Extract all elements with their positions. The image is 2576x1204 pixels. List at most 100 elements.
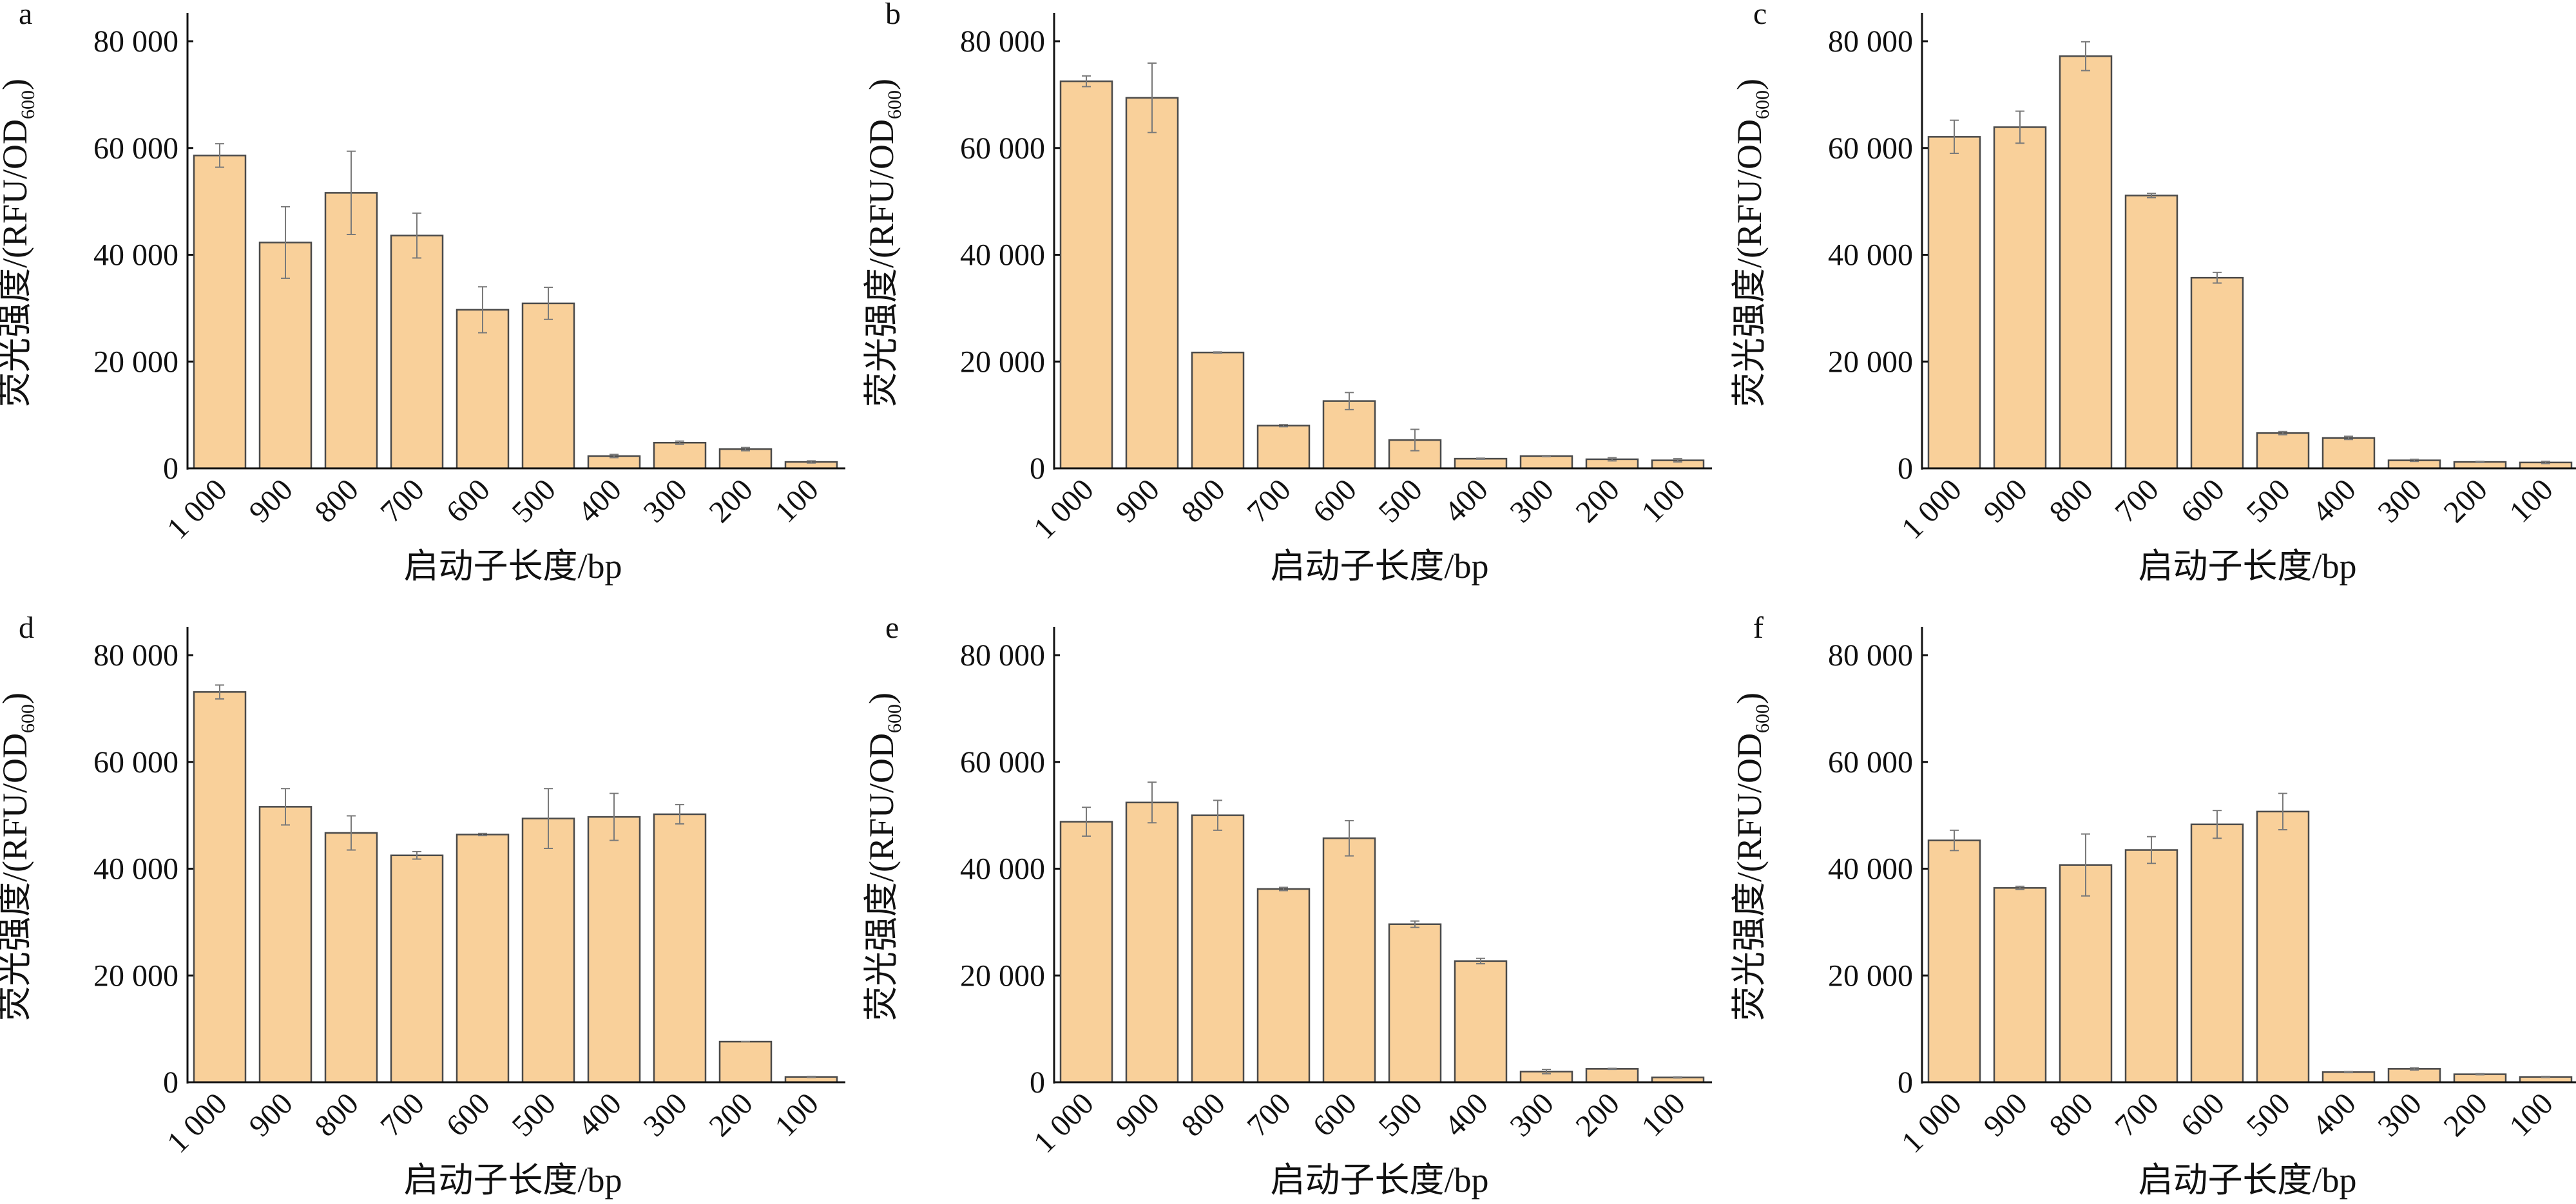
y-tick-label: 60 000	[960, 745, 1045, 779]
bar-900	[1993, 887, 2047, 1084]
y-tick-label: 40 000	[93, 238, 178, 272]
error-bar	[1148, 62, 1157, 133]
x-tick-label: 600	[439, 1086, 496, 1143]
x-tick-label: 900	[1109, 472, 1166, 529]
bar-1000	[193, 691, 247, 1084]
y-axis-label-end: )	[862, 693, 901, 704]
bar-400	[2321, 437, 2376, 470]
bar-500	[1388, 923, 1442, 1084]
x-tick-label: 600	[2174, 1086, 2231, 1143]
x-tick-label: 200	[1569, 472, 1626, 529]
bar-600	[2190, 276, 2244, 470]
y-axis-label-subscript: 600	[1752, 704, 1773, 733]
x-tick-label: 800	[308, 472, 365, 529]
x-tick-label: 700	[1240, 1086, 1297, 1143]
bar-500	[2256, 810, 2310, 1084]
y-axis-label: 荧光强度/(RFU/OD600)	[0, 693, 39, 1021]
error-bar	[412, 212, 421, 259]
y-tick-label: 60 000	[93, 745, 178, 779]
error-bar	[1345, 819, 1354, 857]
error-bar	[675, 804, 684, 825]
error-bar	[2541, 1075, 2550, 1078]
bar-1000	[1059, 821, 1113, 1084]
error-bar	[2475, 1073, 2485, 1076]
panel-label: a	[19, 0, 32, 31]
error-bar	[2344, 435, 2353, 441]
y-tick-label: 0	[1030, 1065, 1045, 1100]
error-bar	[2475, 461, 2485, 463]
panel-label: d	[19, 611, 34, 645]
bar-600	[456, 834, 510, 1084]
bar-900	[1125, 801, 1179, 1084]
error-bar	[610, 454, 619, 459]
y-axis-label: 荧光强度/(RFU/OD600)	[0, 79, 39, 407]
x-tick-label: 700	[1240, 472, 1297, 529]
error-bar	[741, 446, 750, 452]
x-axis-label: 启动子长度/bp	[2138, 1161, 2356, 1199]
y-tick-label: 20 000	[93, 345, 178, 379]
error-bar	[2081, 41, 2090, 72]
error-bar	[2015, 110, 2024, 144]
y-axis-label-subscript: 600	[884, 90, 905, 119]
x-axis-label: 启动子长度/bp	[1270, 1161, 1488, 1199]
bar-800	[1191, 814, 1245, 1084]
error-bar	[807, 1075, 816, 1078]
y-axis-label-main: 荧光强度/(RFU/OD	[0, 119, 34, 407]
x-tick-label: 100	[1635, 1086, 1691, 1143]
x-axis-label: 启动子长度/bp	[403, 547, 622, 586]
y-tick-label: 80 000	[1828, 638, 1913, 673]
panel-label: b	[885, 0, 901, 31]
bar-900	[1993, 126, 2047, 470]
x-tick-label: 300	[2371, 1086, 2428, 1143]
y-tick-label: 60 000	[93, 131, 178, 166]
y-axis-label-main: 荧光强度/(RFU/OD	[1730, 733, 1769, 1021]
error-bar	[2213, 271, 2222, 284]
error-bar	[1213, 799, 1222, 831]
y-tick-label: 0	[1898, 1065, 1913, 1100]
error-bar	[215, 684, 224, 700]
bar-300	[653, 441, 707, 470]
error-bar	[478, 286, 487, 334]
bar-700	[2124, 849, 2178, 1084]
error-bar	[412, 850, 421, 860]
error-bar	[2541, 461, 2550, 464]
error-bar	[675, 440, 684, 445]
x-tick-label: 200	[702, 1086, 759, 1143]
bar-300	[653, 813, 707, 1084]
panel-label: e	[885, 611, 899, 645]
error-bar	[2410, 1067, 2419, 1071]
bar-500	[521, 817, 575, 1084]
bar-400	[587, 816, 641, 1084]
y-tick-label: 80 000	[1828, 24, 1913, 59]
x-tick-label: 900	[242, 1086, 299, 1143]
y-axis-label: 荧光强度/(RFU/OD600)	[1730, 693, 1773, 1021]
y-tick-label: 40 000	[960, 238, 1045, 272]
error-bar	[1279, 424, 1288, 428]
bar-1000	[1059, 80, 1113, 470]
error-bar	[281, 788, 290, 826]
bar-600	[1322, 400, 1376, 470]
y-axis-label-end: )	[1730, 79, 1769, 90]
x-axis-label: 启动子长度/bp	[1270, 547, 1488, 586]
y-axis-label-end: )	[0, 693, 34, 704]
bar-600	[2190, 823, 2244, 1084]
error-bar	[347, 815, 356, 851]
x-tick-label: 100	[2503, 1086, 2559, 1143]
y-axis-label-main: 荧光强度/(RFU/OD	[862, 733, 901, 1021]
error-bar	[1673, 1076, 1682, 1079]
bar-200	[1585, 1068, 1639, 1084]
x-tick-label: 700	[374, 472, 430, 529]
x-tick-label: 500	[1372, 1086, 1428, 1143]
bar-1000	[1927, 136, 1981, 470]
error-bar	[1410, 920, 1419, 928]
error-bar	[1673, 458, 1682, 463]
x-tick-label: 200	[702, 472, 759, 529]
bar-600	[456, 309, 510, 470]
bar-200	[718, 448, 773, 470]
bar-400	[1454, 457, 1508, 470]
